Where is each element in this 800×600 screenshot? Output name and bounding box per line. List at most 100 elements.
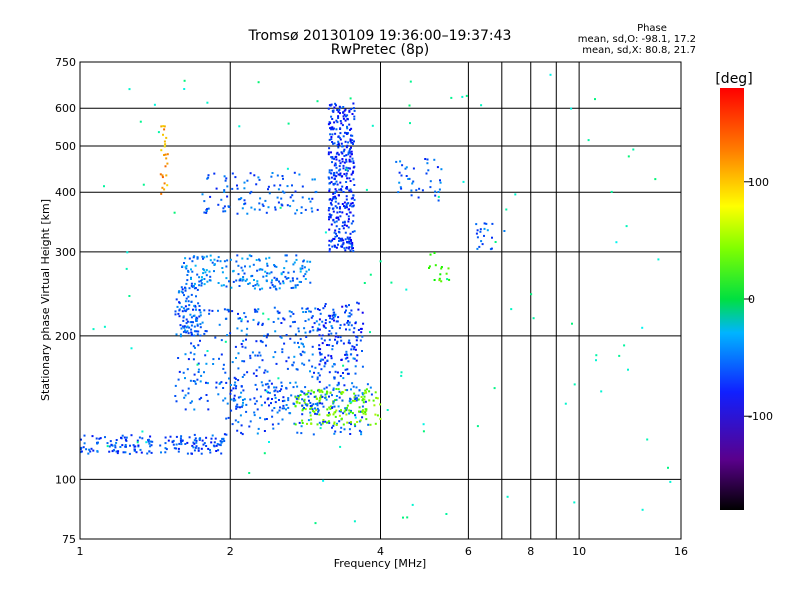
- data-point: [316, 100, 319, 103]
- data-point: [287, 271, 290, 274]
- data-point: [219, 260, 222, 263]
- data-point: [428, 265, 431, 268]
- data-point: [346, 117, 349, 120]
- data-point: [343, 410, 346, 413]
- data-point: [184, 287, 187, 290]
- data-point: [337, 117, 340, 119]
- data-point: [163, 188, 166, 191]
- data-point: [265, 390, 268, 393]
- data-point: [300, 206, 303, 209]
- data-point: [236, 184, 238, 187]
- colorbar: [720, 88, 744, 510]
- data-point: [330, 223, 333, 226]
- data-point: [207, 207, 210, 210]
- data-point: [316, 407, 319, 410]
- data-point: [257, 321, 260, 324]
- data-point: [132, 444, 135, 447]
- data-point: [334, 313, 337, 316]
- data-point: [295, 254, 298, 257]
- data-point: [328, 248, 331, 251]
- data-point: [356, 301, 359, 304]
- data-point: [186, 320, 189, 323]
- data-point: [350, 401, 353, 404]
- data-point: [239, 395, 242, 398]
- data-point: [328, 344, 331, 347]
- data-point: [229, 392, 232, 395]
- data-point: [337, 243, 339, 246]
- data-point: [408, 104, 411, 107]
- data-point: [486, 229, 489, 232]
- data-point: [342, 111, 345, 114]
- data-point: [347, 141, 350, 144]
- data-point: [354, 416, 357, 419]
- data-point: [237, 312, 239, 315]
- data-point: [343, 161, 346, 164]
- data-point: [220, 441, 223, 444]
- data-point: [347, 315, 350, 318]
- data-point: [349, 180, 352, 182]
- data-point: [348, 312, 351, 315]
- data-point: [285, 277, 288, 280]
- data-point: [358, 389, 361, 392]
- data-point: [218, 443, 221, 446]
- data-point: [229, 332, 232, 335]
- data-point: [189, 313, 192, 316]
- data-point: [130, 434, 133, 437]
- data-point: [324, 420, 327, 423]
- data-point: [205, 210, 208, 212]
- data-point: [375, 396, 378, 399]
- data-point: [320, 368, 323, 371]
- data-point: [342, 372, 344, 374]
- data-point: [332, 128, 335, 131]
- data-point: [209, 451, 212, 454]
- data-point: [274, 396, 277, 399]
- data-point: [185, 267, 188, 270]
- data-point: [333, 238, 336, 240]
- data-point: [330, 138, 333, 141]
- data-point: [337, 110, 340, 113]
- data-point: [351, 171, 354, 174]
- data-point: [263, 430, 266, 432]
- data-point: [217, 393, 220, 396]
- data-point: [303, 266, 306, 269]
- data-point: [226, 195, 229, 198]
- data-point: [314, 366, 317, 369]
- data-point: [226, 334, 229, 337]
- data-point: [193, 325, 196, 328]
- data-point: [83, 442, 86, 445]
- data-point: [195, 295, 197, 298]
- data-point: [303, 401, 306, 404]
- data-point: [244, 315, 247, 318]
- data-point: [333, 432, 336, 435]
- data-point: [240, 329, 243, 332]
- data-point: [397, 191, 400, 194]
- data-point: [348, 240, 351, 243]
- data-point: [345, 168, 348, 171]
- data-point: [317, 328, 320, 331]
- data-point: [271, 398, 273, 400]
- data-point: [372, 399, 375, 402]
- data-point: [330, 181, 333, 184]
- data-point: [360, 433, 363, 436]
- data-point: [344, 407, 347, 410]
- data-point: [491, 222, 494, 225]
- data-point: [174, 313, 177, 316]
- data-point: [289, 412, 292, 415]
- data-point: [273, 407, 276, 409]
- data-point: [594, 98, 596, 101]
- data-point: [328, 413, 331, 416]
- data-point: [266, 272, 269, 275]
- data-point: [206, 208, 209, 210]
- data-point: [253, 414, 256, 417]
- data-point: [338, 390, 341, 393]
- data-point: [115, 441, 118, 444]
- data-point: [193, 334, 196, 337]
- data-point: [339, 445, 342, 448]
- data-point: [433, 158, 436, 161]
- data-point: [204, 354, 207, 357]
- data-point: [335, 232, 337, 235]
- data-point: [116, 452, 119, 455]
- data-point: [277, 201, 280, 204]
- data-point: [273, 264, 276, 266]
- data-point: [299, 338, 302, 341]
